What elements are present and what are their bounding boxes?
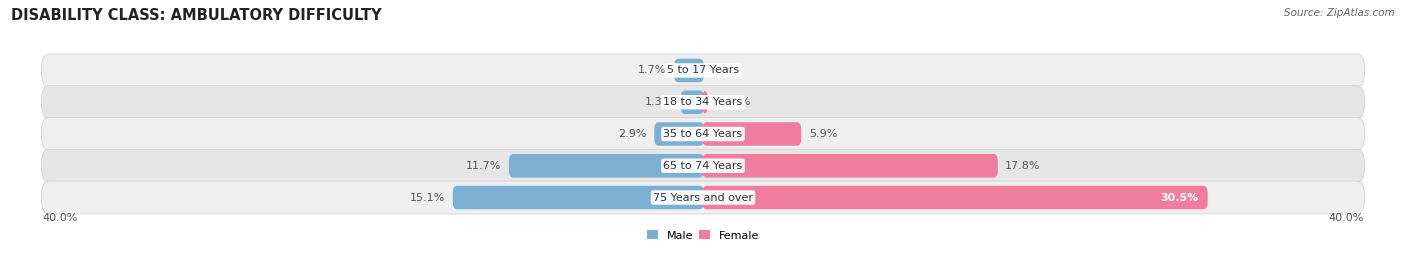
FancyBboxPatch shape	[681, 91, 704, 114]
Legend: Male, Female: Male, Female	[643, 226, 763, 245]
FancyBboxPatch shape	[673, 59, 704, 82]
Text: 0.0%: 0.0%	[711, 65, 740, 76]
FancyBboxPatch shape	[42, 54, 1364, 87]
Text: 30.5%: 30.5%	[1160, 192, 1198, 203]
FancyBboxPatch shape	[42, 86, 1364, 119]
Text: 17.8%: 17.8%	[1005, 161, 1040, 171]
Text: 15.1%: 15.1%	[411, 192, 446, 203]
FancyBboxPatch shape	[42, 149, 1364, 182]
FancyBboxPatch shape	[654, 122, 704, 146]
FancyBboxPatch shape	[702, 91, 707, 114]
Text: 5 to 17 Years: 5 to 17 Years	[666, 65, 740, 76]
Text: 75 Years and over: 75 Years and over	[652, 192, 754, 203]
Text: 11.7%: 11.7%	[465, 161, 502, 171]
Text: 1.7%: 1.7%	[638, 65, 666, 76]
Text: 0.24%: 0.24%	[716, 97, 751, 107]
Text: 1.3%: 1.3%	[645, 97, 673, 107]
FancyBboxPatch shape	[509, 154, 704, 177]
Text: 18 to 34 Years: 18 to 34 Years	[664, 97, 742, 107]
FancyBboxPatch shape	[702, 122, 801, 146]
Text: 35 to 64 Years: 35 to 64 Years	[664, 129, 742, 139]
Text: DISABILITY CLASS: AMBULATORY DIFFICULTY: DISABILITY CLASS: AMBULATORY DIFFICULTY	[11, 8, 382, 23]
FancyBboxPatch shape	[702, 154, 998, 177]
Text: 2.9%: 2.9%	[619, 129, 647, 139]
Text: 65 to 74 Years: 65 to 74 Years	[664, 161, 742, 171]
Text: Source: ZipAtlas.com: Source: ZipAtlas.com	[1284, 8, 1395, 18]
FancyBboxPatch shape	[42, 181, 1364, 214]
Text: 40.0%: 40.0%	[42, 213, 77, 223]
FancyBboxPatch shape	[702, 186, 1208, 209]
FancyBboxPatch shape	[453, 186, 704, 209]
FancyBboxPatch shape	[42, 117, 1364, 151]
Text: 5.9%: 5.9%	[808, 129, 837, 139]
Text: 40.0%: 40.0%	[1329, 213, 1364, 223]
